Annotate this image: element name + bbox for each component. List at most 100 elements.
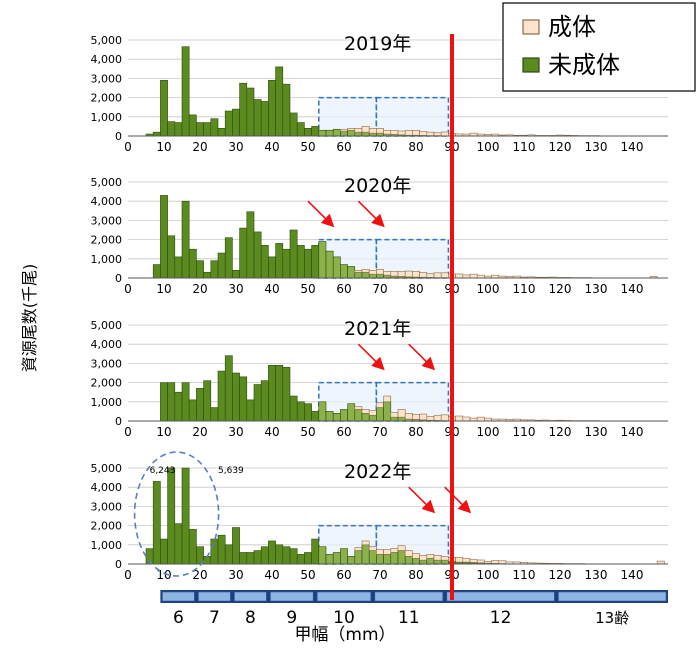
bar-immature bbox=[340, 264, 348, 279]
bar-immature bbox=[275, 66, 284, 137]
bar-adult bbox=[419, 131, 428, 136]
bar-immature bbox=[268, 80, 276, 137]
bar-immature bbox=[260, 245, 269, 279]
x-tick-label: 70 bbox=[372, 282, 387, 296]
panel-1: 0 1,000 2,000 3,000 4,000 5,000 0 10 20 30 40 50 60 7… bbox=[91, 175, 668, 296]
bar-immature bbox=[217, 252, 226, 279]
bar-immature bbox=[174, 523, 183, 565]
age-class-segment bbox=[270, 591, 314, 602]
bar-immature bbox=[282, 546, 291, 565]
legend-label: 未成体 bbox=[548, 51, 620, 79]
bar-adult bbox=[455, 556, 464, 563]
bar-immature bbox=[160, 80, 168, 137]
bar-adult bbox=[412, 270, 420, 278]
bar-immature bbox=[232, 527, 240, 565]
bar-immature bbox=[253, 550, 262, 565]
bar-immature bbox=[275, 544, 284, 565]
y-tick-label: 1,000 bbox=[91, 111, 123, 124]
bar-adult bbox=[404, 413, 413, 420]
bar-immature bbox=[196, 546, 204, 565]
bar-immature bbox=[332, 552, 341, 565]
bar-immature bbox=[203, 271, 212, 279]
age-class-label: 6 bbox=[173, 608, 184, 628]
bar-immature bbox=[167, 121, 176, 137]
bar-immature bbox=[289, 112, 298, 137]
bar-adult bbox=[368, 128, 377, 134]
bar-immature bbox=[354, 271, 363, 279]
bar-adult bbox=[397, 545, 406, 551]
bar-immature bbox=[340, 548, 348, 565]
bar-adult bbox=[440, 556, 449, 561]
y-tick-label: 5,000 bbox=[91, 462, 123, 475]
x-tick-label: 70 bbox=[372, 568, 387, 582]
bar-immature bbox=[354, 550, 363, 565]
y-tick-label: 4,000 bbox=[91, 195, 123, 208]
bar-immature bbox=[296, 554, 305, 565]
bar-immature bbox=[181, 467, 190, 565]
panel-2: 0 1,000 2,000 3,000 4,000 5,000 0 10 20 30 40 50 60 7… bbox=[91, 318, 668, 439]
age-class-segment bbox=[374, 591, 444, 602]
bar-adult bbox=[361, 540, 370, 546]
bar-immature bbox=[196, 388, 204, 422]
bar-adult bbox=[404, 270, 413, 278]
bar-immature bbox=[296, 122, 305, 137]
trend-arrow bbox=[408, 343, 436, 371]
bar-adult bbox=[361, 126, 370, 133]
bar-immature bbox=[311, 411, 320, 422]
bar-adult bbox=[390, 270, 399, 277]
bar-immature bbox=[203, 122, 212, 137]
bar-adult bbox=[433, 132, 442, 136]
bar-immature bbox=[347, 129, 356, 137]
bar-immature bbox=[368, 550, 377, 565]
bar-immature bbox=[152, 481, 161, 565]
bar-immature bbox=[160, 195, 168, 279]
bar-immature bbox=[347, 403, 356, 422]
x-tick-label: 60 bbox=[336, 425, 351, 439]
x-tick-label: 110 bbox=[513, 282, 536, 296]
bar-immature bbox=[210, 260, 219, 279]
x-tick-label: 100 bbox=[477, 282, 500, 296]
x-tick-label: 20 bbox=[192, 140, 207, 154]
bar-adult bbox=[440, 414, 449, 421]
y-tick-label: 0 bbox=[115, 558, 122, 571]
bar-adult bbox=[433, 272, 442, 278]
y-tick-label: 5,000 bbox=[91, 176, 123, 189]
bar-immature bbox=[304, 248, 312, 279]
bar-immature bbox=[361, 271, 370, 279]
bar-immature bbox=[311, 538, 320, 565]
bar-immature bbox=[210, 538, 219, 565]
age-class-label: 9 bbox=[286, 608, 297, 628]
y-tick-label: 0 bbox=[115, 272, 122, 285]
bar-immature bbox=[203, 380, 212, 422]
bar-immature bbox=[361, 544, 370, 565]
age-class-segment bbox=[162, 591, 195, 602]
x-tick-label: 140 bbox=[621, 568, 644, 582]
bar-immature bbox=[304, 403, 312, 422]
bar-adult bbox=[347, 128, 356, 131]
x-tick-label: 70 bbox=[372, 425, 387, 439]
bar-adult bbox=[476, 559, 485, 564]
bar-adult bbox=[368, 410, 377, 416]
bar-immature bbox=[383, 554, 392, 565]
panel-0: 0 1,000 2,000 3,000 4,000 5,000 0 10 20 30 40 50 60 7… bbox=[91, 33, 668, 154]
bar-immature bbox=[390, 552, 399, 565]
bar-adult bbox=[440, 272, 449, 278]
bar-immature bbox=[397, 416, 406, 422]
bar-immature bbox=[152, 264, 161, 279]
bar-adult bbox=[390, 412, 399, 418]
bar-immature bbox=[224, 110, 233, 137]
y-tick-label: 5,000 bbox=[91, 34, 123, 47]
x-tick-label: 10 bbox=[156, 568, 171, 582]
bar-immature bbox=[318, 241, 327, 279]
bar-immature bbox=[318, 129, 327, 137]
bar-adult bbox=[469, 559, 478, 563]
x-tick-label: 0 bbox=[124, 282, 132, 296]
bar-adult bbox=[383, 129, 392, 135]
bar-adult bbox=[383, 270, 392, 276]
age-class-bar: 6 7 8 9 10 11 12 13齢 bbox=[160, 590, 668, 628]
bar-immature bbox=[296, 401, 305, 422]
bar-adult bbox=[412, 130, 420, 136]
x-tick-label: 80 bbox=[408, 425, 423, 439]
x-tick-label: 40 bbox=[264, 140, 279, 154]
